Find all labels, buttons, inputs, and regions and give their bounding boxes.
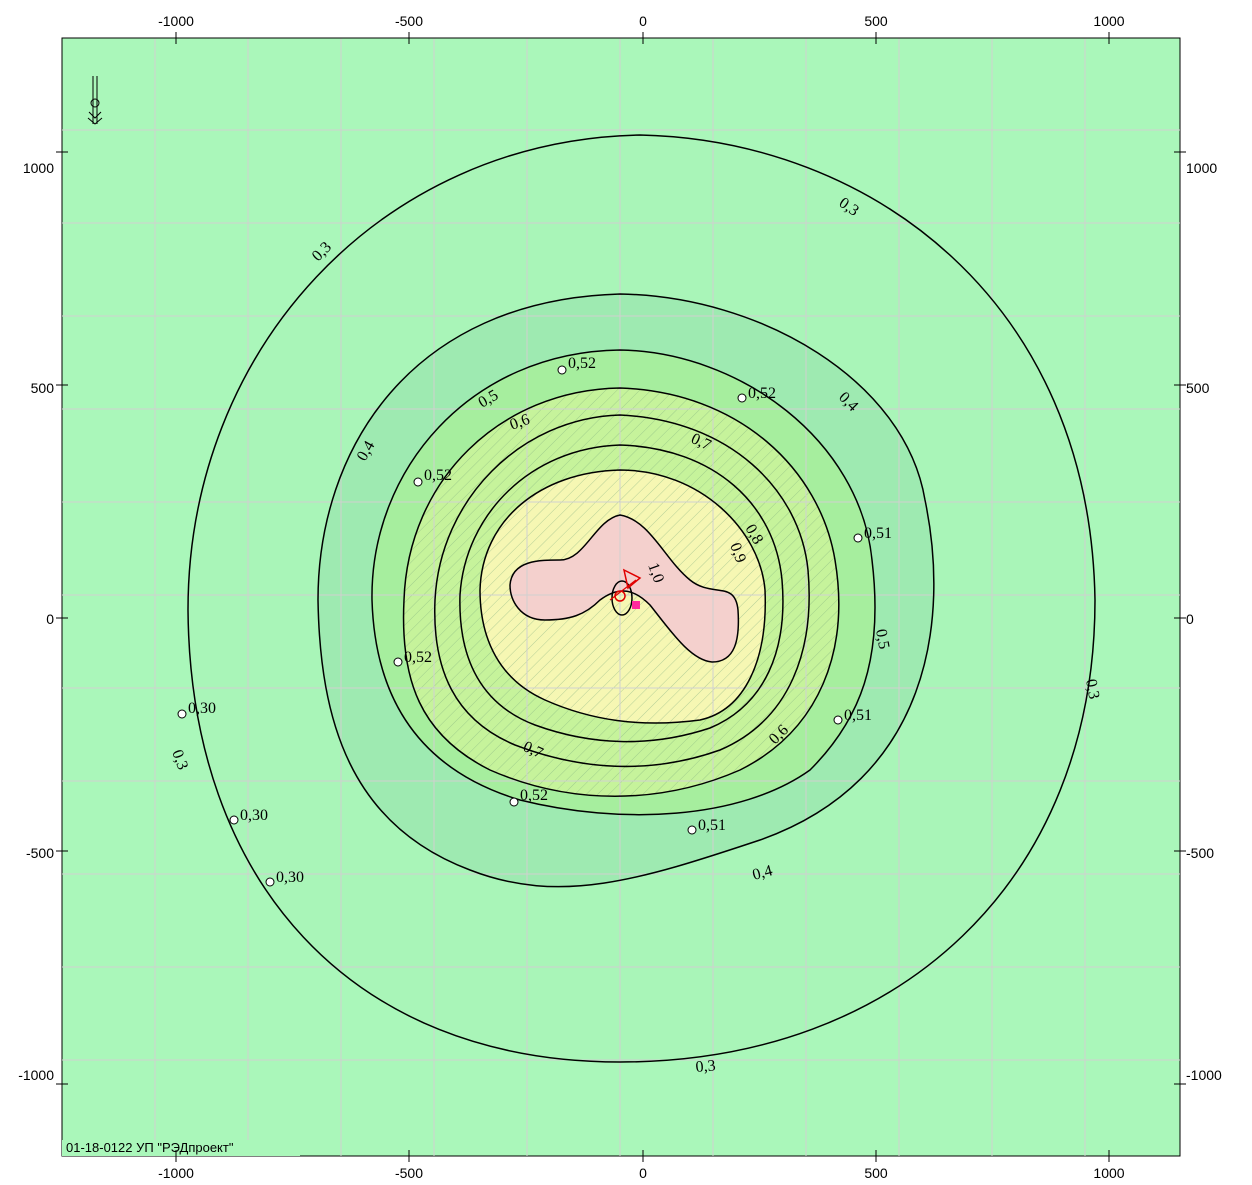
axis-left: 1000 500 0 -500 -1000: [18, 151, 68, 1085]
contour-0.5: [371, 349, 876, 816]
point-label: 0,52: [404, 649, 432, 666]
axis-top: -1000 -500 0 500 1000: [62, 13, 1180, 44]
y-tick-label: -1000: [1186, 1067, 1222, 1083]
contour-0.4: [317, 293, 935, 888]
x-tick-label: -1000: [158, 1165, 194, 1181]
contour-lines: [187, 134, 1096, 1063]
contour-0.3: [187, 134, 1096, 1063]
point-label: 0,51: [698, 817, 726, 834]
x-tick-label: 1000: [1093, 1165, 1124, 1181]
axis-bottom: -1000 -500 0 500 1000: [158, 1150, 1125, 1181]
calc-points: [177, 365, 863, 887]
point-label: 0,30: [240, 807, 268, 824]
x-tick-label: 0: [639, 1165, 647, 1181]
source-square: [632, 601, 640, 609]
y-tick-label: 1000: [1186, 160, 1217, 176]
y-tick-label: 1000: [23, 160, 54, 176]
emission-source: [609, 568, 642, 609]
contour-label: 0,3: [168, 748, 191, 773]
y-tick-label: -1000: [18, 1067, 54, 1083]
calc-point: [229, 815, 239, 825]
y-tick-label: -500: [1186, 845, 1214, 861]
calc-point: [853, 533, 863, 543]
x-tick-label: 1000: [1093, 13, 1124, 29]
y-tick-label: -500: [26, 845, 54, 861]
calc-point: [687, 825, 697, 835]
contour-label: 0,5: [872, 628, 892, 651]
x-tick-label: 500: [864, 13, 888, 29]
calc-point: [557, 365, 567, 375]
calc-point: [509, 797, 519, 807]
calc-point: [393, 657, 403, 667]
point-label: 0,52: [520, 787, 548, 804]
point-labels: 0,52 0,52 0,52 0,51 0,52 0,51 0,30 0,52 …: [188, 355, 892, 886]
source-triangle: [622, 568, 642, 590]
point-label: 0,51: [844, 707, 872, 724]
credit-box: [62, 1140, 300, 1156]
contour-label: 0,4: [751, 862, 775, 884]
source-line: [609, 579, 637, 601]
contour-label: 0,3: [1082, 678, 1102, 701]
contour-0.8: [459, 444, 784, 743]
point-label: 0,30: [276, 869, 304, 886]
point-label: 0,52: [424, 467, 452, 484]
y-tick-label: 500: [1186, 380, 1210, 396]
point-label: 0,52: [568, 355, 596, 372]
point-label: 0,30: [188, 700, 216, 717]
calc-point: [737, 393, 747, 403]
x-tick-label: 500: [864, 1165, 888, 1181]
y-tick-label: 500: [31, 380, 55, 396]
contour-0.7: [434, 414, 810, 768]
contour-label: 0,7: [520, 738, 545, 762]
point-label: 0,51: [864, 525, 892, 542]
contour-label: 0,3: [695, 1057, 716, 1076]
calc-point: [177, 709, 187, 719]
north-arrow-icon: [87, 76, 103, 125]
point-label: 0,52: [748, 385, 776, 402]
contour-label: 0,6: [508, 411, 533, 434]
credit-label: 01-18-0122 УП "РЭДпроект": [66, 1140, 234, 1155]
x-tick-label: -500: [395, 1165, 423, 1181]
x-tick-label: -500: [395, 13, 423, 29]
y-tick-label: 0: [46, 611, 54, 627]
contour-1.0: [509, 514, 740, 663]
contour-0.9: [479, 469, 766, 724]
contour-label: 0,9: [726, 541, 749, 566]
zone-0.8-hatch: [480, 470, 766, 724]
x-tick-label: -1000: [158, 13, 194, 29]
contour-label: 0,7: [688, 430, 713, 454]
calc-point: [833, 715, 843, 725]
contour-label: 1,0: [644, 561, 667, 586]
x-tick-label: 0: [639, 13, 647, 29]
grid: [62, 38, 1180, 1156]
contour-0.6: [402, 387, 840, 797]
y-tick-label: 0: [1186, 611, 1194, 627]
calc-point: [413, 477, 423, 487]
axis-right: 1000 500 0 -500 -1000: [1174, 151, 1222, 1085]
calc-point: [265, 877, 275, 887]
